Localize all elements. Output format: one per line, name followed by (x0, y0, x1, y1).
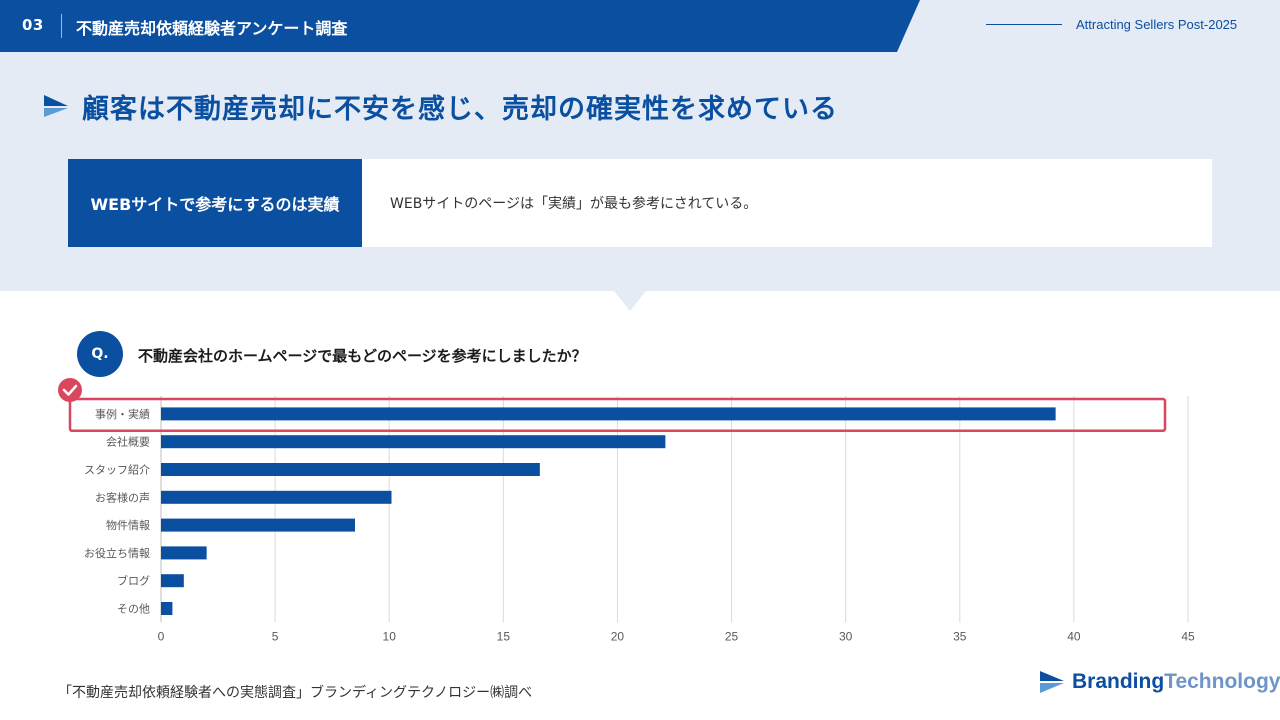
category-label: お客様の声 (95, 490, 150, 504)
source-note: 「不動産売却依頼経験者への実態調査」ブランディングテクノロジー㈱調べ (58, 685, 533, 701)
header-bar (0, 0, 920, 52)
page-title: 顧客は不動産売却に不安を感じ、売却の確実性を求めている (82, 94, 838, 125)
x-tick-label: 0 (158, 629, 165, 643)
top-band-notch (614, 291, 646, 311)
brand-name-2: Technology (1164, 670, 1280, 693)
category-label: お役立ち情報 (84, 546, 150, 560)
question-badge: Q. (77, 331, 123, 377)
category-label: スタッフ紹介 (84, 464, 150, 477)
x-tick-label: 45 (1181, 629, 1195, 643)
brand-name-1: Branding (1072, 670, 1165, 693)
category-label: その他 (117, 603, 150, 616)
x-tick-label: 20 (611, 629, 625, 643)
check-icon (62, 384, 78, 396)
bar (161, 546, 207, 560)
title-arrow-icon (44, 95, 68, 117)
check-badge (58, 378, 82, 402)
x-tick-label: 40 (1067, 629, 1081, 643)
bar (161, 435, 666, 449)
category-label: ブログ (117, 574, 150, 588)
bar (161, 407, 1056, 421)
brand-logo: Branding Technology (1040, 668, 1280, 696)
question-text: 不動産会社のホームページで最もどのページを参考にしましたか？ (138, 347, 587, 365)
summary-text: WEBサイトのページは「実績」が最も参考にされている。 (362, 159, 1212, 247)
bar (161, 574, 184, 588)
bar (161, 602, 173, 615)
category-label: 物件情報 (106, 518, 150, 532)
x-tick-label: 5 (272, 629, 279, 643)
summary-label: WEBサイトで参考にするのは実績 (68, 159, 362, 247)
x-tick-label: 25 (725, 629, 739, 643)
section-number: 03 (22, 16, 44, 34)
category-label: 会社概要 (106, 435, 150, 449)
bar-chart: 0 5 10 15 20 25 30 35 40 45 事例・実績会社概要スタッフ紹介お客様の声物件… (58, 378, 1195, 643)
x-tick-label: 10 (383, 629, 397, 643)
bar (161, 490, 392, 504)
highlight-frame (68, 397, 1167, 433)
x-tick-label: 30 (839, 629, 853, 643)
category-label: 事例・実績 (95, 407, 150, 421)
header-divider (61, 14, 62, 38)
section-title: 不動産売却依頼経験者アンケート調査 (76, 19, 348, 38)
x-tick-label: 15 (497, 629, 511, 643)
bar (161, 518, 355, 532)
x-tick-label: 35 (953, 629, 967, 643)
brand-logo-icon (1040, 671, 1064, 693)
bar (161, 463, 540, 476)
header-tagline: Attracting Sellers Post-2025 (1076, 17, 1238, 32)
header-rule (986, 24, 1062, 25)
